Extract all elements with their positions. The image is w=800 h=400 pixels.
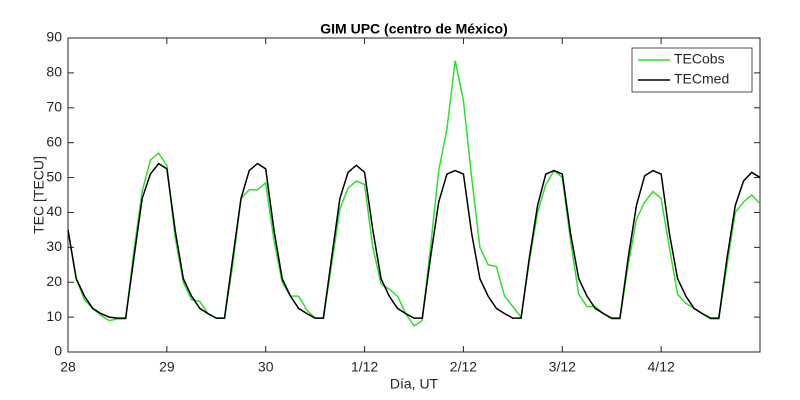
x-tick-label: 30 <box>258 359 274 375</box>
x-tick-label: 4/12 <box>648 359 675 375</box>
x-tick-label: 3/12 <box>549 359 576 375</box>
legend-label: TECmed <box>674 71 729 87</box>
y-tick-label: 50 <box>46 168 62 184</box>
data-line <box>67 162 761 319</box>
y-tick-label: 90 <box>46 29 62 45</box>
data-line <box>67 60 761 327</box>
y-tick-label: 40 <box>46 203 62 219</box>
y-tick-label: 0 <box>54 343 62 359</box>
x-axis-label: Día, UT <box>390 376 439 392</box>
x-tick-label: 1/12 <box>351 359 378 375</box>
x-tick-label: 29 <box>159 359 175 375</box>
y-tick-label: 70 <box>46 98 62 114</box>
chart-title: GIM UPC (centro de México) <box>320 21 507 37</box>
plot-frame <box>67 37 761 353</box>
legend-box <box>631 47 753 93</box>
x-tick-label: 2/12 <box>450 359 477 375</box>
legend-label: TECobs <box>674 51 725 67</box>
y-tick-label: 30 <box>46 238 62 254</box>
y-tick-label: 80 <box>46 64 62 80</box>
y-tick-label: 20 <box>46 273 62 289</box>
y-tick-label: 10 <box>46 308 62 324</box>
x-tick-label: 28 <box>60 359 76 375</box>
y-tick-label: 60 <box>46 133 62 149</box>
y-axis-label: TEC [TECU] <box>31 156 47 234</box>
